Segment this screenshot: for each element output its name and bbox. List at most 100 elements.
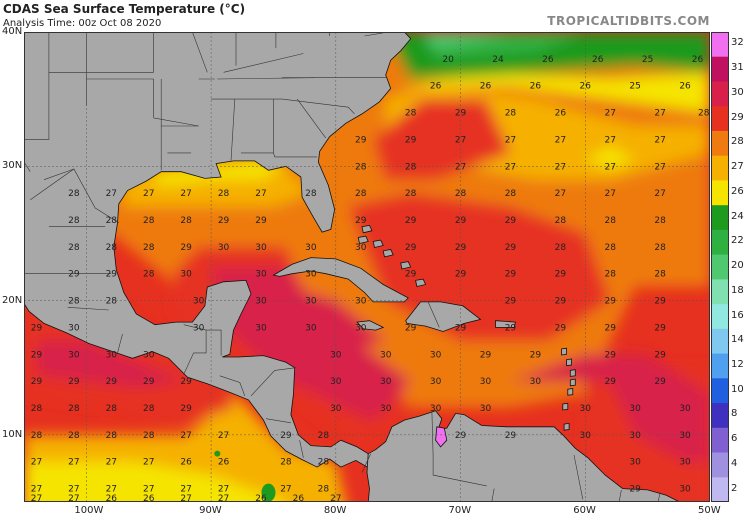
sst-value-label: 28 [68, 243, 80, 253]
state-border [223, 53, 304, 73]
sst-value-label: 29 [68, 377, 80, 387]
sst-value-label: 28 [654, 216, 666, 226]
sst-value-label: 27 [31, 494, 42, 502]
bahamas-island [382, 249, 394, 258]
colorbar-swatch [711, 155, 729, 181]
sst-value-label: 28 [555, 243, 567, 253]
colorbar-swatch [711, 304, 729, 330]
sst-value-label: 29 [629, 485, 641, 495]
sst-value-label: 27 [180, 485, 191, 495]
sst-value-label: 28 [143, 404, 155, 414]
sst-value-label: 28 [305, 189, 317, 199]
sst-zone-30-carib [211, 267, 411, 422]
sst-value-label: 27 [505, 135, 516, 145]
latitude-label: 20N [2, 294, 23, 306]
colorbar-label: 26 [731, 185, 744, 197]
sst-value-label: 29 [604, 323, 616, 333]
colorbar-label: 30 [731, 86, 744, 98]
colorbar-label: 6 [731, 433, 738, 445]
sst-value-label: 30 [380, 350, 392, 360]
sst-value-label: 28 [143, 270, 155, 280]
sst-value-label: 27 [106, 189, 117, 199]
sst-value-label: 30 [355, 243, 367, 253]
lesser-antilles-island [569, 369, 576, 377]
colorbar-label: 8 [731, 408, 738, 420]
bahamas-island [400, 261, 412, 270]
sst-value-label: 26 [692, 55, 704, 65]
sst-value-label: 28 [218, 189, 230, 199]
sst-value-label: 30 [305, 243, 317, 253]
colorbar-swatch [711, 130, 729, 157]
sst-value-label: 30 [580, 431, 592, 441]
colorbar-label: 31 [731, 62, 744, 74]
state-border [230, 99, 236, 161]
colorbar-label: 10 [731, 383, 744, 395]
sst-value-label: 26 [480, 82, 492, 92]
sst-value-label: 30 [580, 404, 592, 414]
sst-value-label: 24 [492, 55, 504, 65]
state-border [192, 32, 208, 73]
state-border [282, 98, 355, 115]
sst-value-label: 30 [430, 404, 442, 414]
sst-zone-29-gulfstream [373, 99, 511, 180]
sst-value-label: 29 [255, 216, 267, 226]
sst-value-label: 29 [555, 270, 567, 280]
latitude-label: 30N [2, 160, 23, 172]
sst-value-label: 30 [629, 431, 641, 441]
sst-value-label: 29 [555, 323, 567, 333]
longitude-label: 70W [448, 505, 472, 516]
state-border [250, 367, 296, 397]
sst-value-label: 28 [31, 431, 43, 441]
sst-value-label: 29 [405, 243, 417, 253]
sst-value-label: 29 [455, 216, 467, 226]
state-border [573, 454, 584, 500]
sst-value-label: 29 [455, 243, 467, 253]
sst-value-label: 30 [430, 377, 442, 387]
lesser-antilles-island [561, 347, 567, 356]
sst-value-label: 27 [218, 494, 229, 502]
sst-value-label: 28 [318, 458, 330, 468]
colorbar-label: 22 [731, 235, 744, 247]
sst-value-label: 30 [305, 270, 317, 280]
sst-value-label: 29 [218, 216, 230, 226]
state-border [431, 411, 487, 487]
sst-value-label: 28 [106, 404, 118, 414]
colorbar-label: 4 [731, 457, 738, 469]
lesser-antilles-island [562, 402, 569, 411]
sst-value-label: 30 [255, 297, 267, 307]
sst-value-label: 29 [505, 270, 517, 280]
colorbar-label: 27 [731, 161, 744, 173]
colorbar-swatch [711, 477, 729, 502]
sst-value-label: 29 [355, 216, 367, 226]
brand-watermark: TROPICALTIDBITS.COM [547, 14, 710, 28]
sst-zone-30-pacific [36, 340, 187, 388]
sst-value-label: 27 [604, 162, 615, 172]
sst-value-label: 28 [68, 297, 80, 307]
sst-value-label: 30 [355, 297, 367, 307]
sst-value-label: 28 [555, 216, 567, 226]
state-border [183, 330, 207, 375]
lesser-antilles-island [563, 422, 570, 431]
sst-value-label: 27 [31, 485, 42, 495]
sst-value-label: 27 [604, 189, 615, 199]
sst-value-label: 28 [68, 189, 80, 199]
longitude-label: 80W [323, 505, 347, 516]
sst-value-label: 25 [642, 55, 653, 65]
sst-value-label: 29 [505, 243, 517, 253]
colorbar-swatch [711, 254, 729, 280]
sst-value-label: 30 [180, 270, 192, 280]
colorbar-swatch [711, 378, 729, 404]
sst-value-label: 26 [255, 494, 267, 502]
sst-value-label: 26 [679, 82, 691, 92]
sst-value-label: 29 [31, 350, 43, 360]
latitude-label: 10N [2, 428, 23, 440]
sst-value-label: 27 [505, 162, 516, 172]
sst-value-label: 29 [180, 377, 192, 387]
state-border [265, 418, 291, 424]
sst-value-label: 28 [698, 109, 710, 119]
map-title: CDAS Sea Surface Temperature (°C) [3, 2, 246, 16]
sst-value-label: 29 [68, 270, 80, 280]
sst-value-label: 27 [218, 485, 229, 495]
sst-value-label: 29 [505, 431, 517, 441]
